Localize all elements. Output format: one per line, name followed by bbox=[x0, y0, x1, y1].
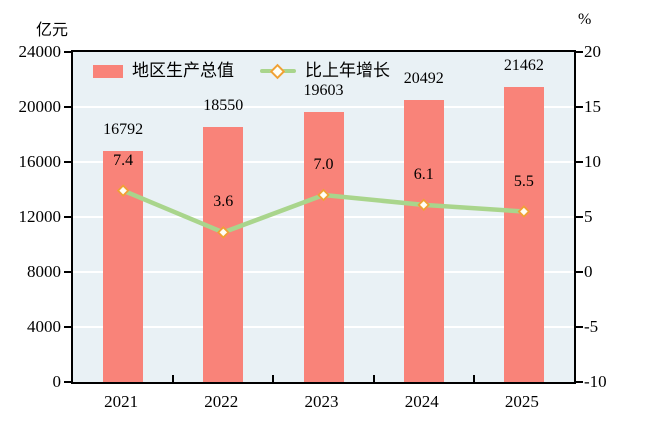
bar-value-label: 16792 bbox=[103, 121, 144, 139]
diamond-marker-icon bbox=[269, 63, 286, 80]
growth-value-label: 5.5 bbox=[513, 172, 534, 190]
right-axis-title: % bbox=[578, 11, 592, 28]
left-axis-tick-label: 4000 bbox=[27, 317, 61, 336]
gdp-bar bbox=[403, 100, 444, 382]
growth-line-layer bbox=[116, 184, 531, 239]
x-axis-tick bbox=[472, 375, 475, 382]
right-axis-tick bbox=[576, 51, 583, 53]
left-axis-tick bbox=[64, 326, 71, 328]
legend-item-growth: 比上年增长 bbox=[260, 61, 390, 81]
growth-value-label: 3.6 bbox=[213, 193, 234, 211]
legend-item-gdp: 地区生产总值 bbox=[93, 61, 234, 81]
x-axis-tick bbox=[172, 375, 175, 382]
left-axis-tick-label: 20000 bbox=[18, 97, 62, 116]
legend: 地区生产总值 比上年增长 bbox=[93, 61, 390, 81]
legend-label-gdp: 地区生产总值 bbox=[132, 61, 234, 80]
right-axis-tick-label: -5 bbox=[584, 317, 599, 336]
plot-area: 地区生产总值 比上年增长 16792 18550 19603 20492 21462 7.… bbox=[71, 50, 576, 384]
right-axis-tick bbox=[576, 381, 583, 383]
right-axis-tick-label: -10 bbox=[584, 372, 607, 391]
growth-value-label: 6.1 bbox=[413, 165, 434, 183]
bar-value-label: 20492 bbox=[403, 70, 444, 88]
right-axis-tick bbox=[576, 106, 583, 108]
gridline bbox=[73, 106, 574, 108]
right-axis-tick bbox=[576, 271, 583, 273]
left-axis-tick bbox=[64, 51, 71, 53]
left-axis-title: 亿元 bbox=[36, 22, 69, 39]
right-axis-tick-label: 15 bbox=[584, 97, 601, 116]
right-axis-tick bbox=[576, 216, 583, 218]
left-axis-tick bbox=[64, 216, 71, 218]
bar-series-swatch bbox=[93, 64, 123, 78]
legend-label-growth: 比上年增长 bbox=[305, 61, 390, 80]
diamond-marker-icon bbox=[317, 188, 330, 202]
line-series-swatch bbox=[260, 63, 296, 80]
right-axis-tick-label: 0 bbox=[584, 262, 593, 281]
left-axis-tick-label: 16000 bbox=[18, 152, 62, 171]
left-axis-tick-label: 0 bbox=[52, 372, 62, 391]
bar-value-label: 21462 bbox=[503, 56, 544, 74]
gdp-bar bbox=[303, 112, 344, 382]
left-axis-tick bbox=[64, 106, 71, 108]
left-axis-tick-label: 8000 bbox=[27, 262, 61, 281]
x-axis-category-label: 2021 bbox=[104, 392, 139, 411]
x-axis-category-label: 2025 bbox=[504, 392, 539, 411]
growth-value-label: 7.0 bbox=[313, 156, 334, 173]
diamond-marker-icon bbox=[116, 184, 130, 197]
left-axis-tick bbox=[64, 271, 71, 273]
bar-value-label: 19603 bbox=[303, 82, 344, 100]
x-axis-tick bbox=[272, 375, 275, 382]
bar-value-label: 18550 bbox=[203, 96, 244, 114]
left-axis-tick bbox=[64, 161, 71, 163]
left-axis-tick-label: 12000 bbox=[18, 207, 62, 226]
diamond-marker-icon bbox=[517, 205, 531, 218]
x-axis-category-label: 2022 bbox=[204, 392, 239, 411]
x-axis-tick bbox=[372, 375, 375, 382]
right-axis-tick-label: 10 bbox=[584, 152, 601, 171]
diamond-marker-icon bbox=[417, 198, 430, 212]
gdp-bar bbox=[503, 86, 544, 382]
left-axis-tick-label: 24000 bbox=[18, 42, 62, 61]
right-axis-tick-label: 20 bbox=[584, 42, 601, 61]
gdp-bar bbox=[203, 126, 244, 382]
x-axis-category-label: 2024 bbox=[404, 392, 439, 411]
left-axis-tick bbox=[64, 381, 71, 383]
growth-value-label: 7.4 bbox=[113, 151, 134, 169]
right-axis-tick bbox=[576, 326, 583, 328]
right-axis-tick-label: 5 bbox=[584, 207, 593, 226]
right-axis-tick bbox=[576, 161, 583, 163]
x-axis-category-label: 2023 bbox=[304, 392, 339, 411]
diamond-marker-icon bbox=[217, 226, 230, 239]
